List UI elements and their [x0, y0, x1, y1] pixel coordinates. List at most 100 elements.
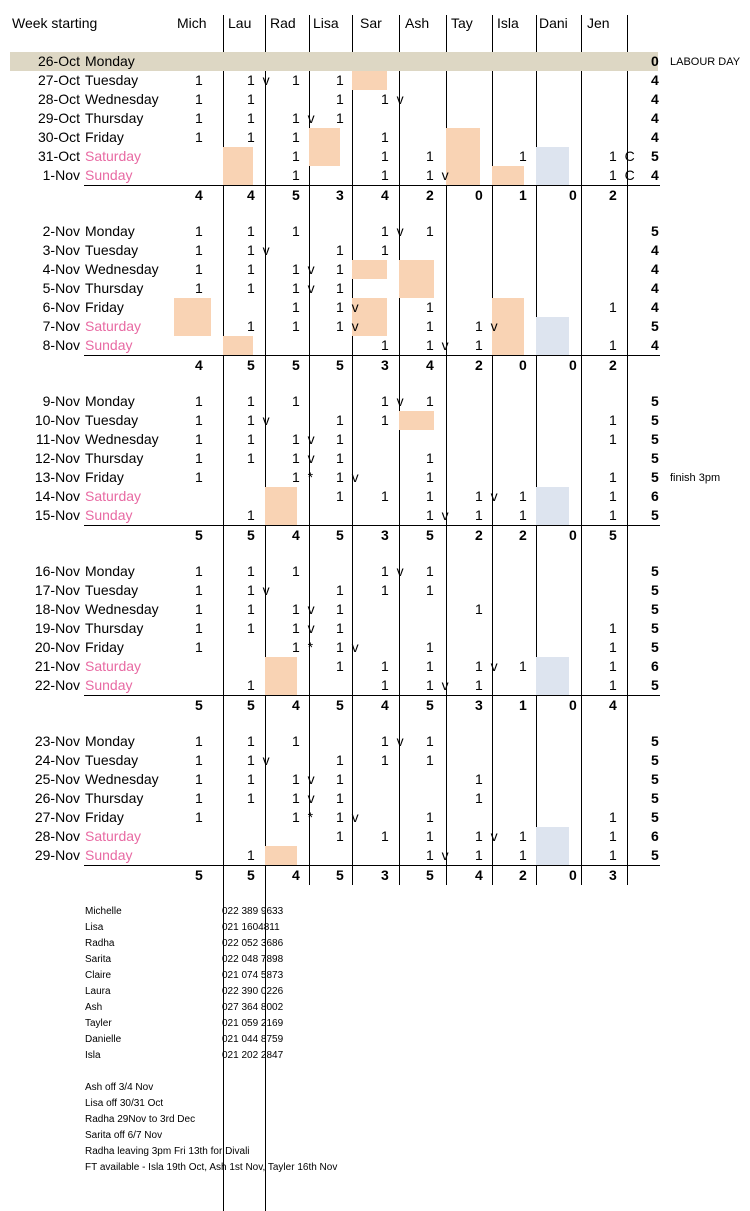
column-divider: [492, 15, 493, 885]
roster-cell: 1: [195, 393, 203, 409]
roster-cell: 1 v: [381, 223, 404, 239]
row-date: 16-Nov: [34, 563, 80, 579]
row-total: 5: [651, 563, 659, 579]
staff-header-tay: Tay: [451, 15, 473, 31]
roster-cell: 1 v: [292, 601, 315, 617]
roster-note: Lisa off 30/31 Oct: [85, 1098, 164, 1109]
roster-cell: 1: [336, 91, 344, 107]
week-total: 2: [475, 357, 483, 373]
contact-name: Danielle: [85, 1034, 122, 1045]
roster-cell: 1: [609, 658, 617, 674]
row-day: Wednesday: [85, 91, 159, 107]
roster-cell: 1: [426, 752, 434, 768]
roster-cell: 1 v: [336, 469, 359, 485]
row-total: 5: [651, 223, 659, 239]
roster-cell: 1: [381, 148, 389, 164]
week-total: 5: [336, 867, 344, 883]
roster-cell: 1: [519, 828, 527, 844]
leave-shade: [265, 657, 297, 695]
roster-cell: 1: [195, 790, 203, 806]
row-total: 5: [651, 412, 659, 428]
roster-cell: 1: [247, 601, 255, 617]
roster-cell: 1: [519, 507, 527, 523]
roster-cell: 1: [292, 167, 300, 183]
row-total: 5: [651, 771, 659, 787]
contact-name: Ash: [85, 1002, 103, 1013]
row-day: Tuesday: [85, 412, 139, 428]
contact-name: Laura: [85, 986, 111, 997]
contact-name: Claire: [85, 970, 112, 981]
roster-cell: 1: [609, 412, 617, 428]
week-total: 5: [426, 527, 434, 543]
week-total: 5: [292, 187, 300, 203]
week-total: 4: [292, 697, 300, 713]
roster-cell: 1: [381, 828, 389, 844]
week-total: 1: [519, 187, 527, 203]
roster-cell: 1: [195, 280, 203, 296]
roster-cell: 1 C: [609, 148, 635, 164]
row-date: 12-Nov: [34, 450, 80, 466]
row-day: Tuesday: [85, 72, 139, 88]
row-day: Monday: [85, 223, 135, 239]
column-divider: [352, 15, 353, 885]
roster-cell: 1: [336, 450, 344, 466]
row-date: 5-Nov: [42, 280, 80, 296]
roster-cell: 1: [292, 72, 300, 88]
roster-cell: 1: [292, 563, 300, 579]
roster-cell: 1: [247, 261, 255, 277]
row-total: 4: [651, 242, 659, 258]
staff-header-ash: Ash: [405, 15, 430, 31]
roster-cell: 1 v: [292, 261, 315, 277]
roster-cell: 1: [381, 752, 389, 768]
row-total: 5: [651, 752, 659, 768]
roster-note: Radha leaving 3pm Fri 13th for Divali: [85, 1146, 250, 1157]
contact-name: Lisa: [85, 922, 104, 933]
row-total: 5: [651, 431, 659, 447]
roster-cell: 1 v: [381, 91, 404, 107]
roster-cell: 1: [609, 677, 617, 693]
contact-name: Michelle: [85, 906, 122, 917]
row-total: 0: [651, 53, 659, 69]
roster-cell: 1: [195, 91, 203, 107]
roster-cell: 1: [609, 488, 617, 504]
leave-shade: [352, 298, 387, 336]
row-day: Thursday: [85, 790, 144, 806]
staff-header-jen: Jen: [587, 15, 610, 31]
row-day: Tuesday: [85, 582, 139, 598]
week-total: 4: [609, 697, 617, 713]
row-total: 6: [651, 658, 659, 674]
roster-cell: 1: [426, 488, 434, 504]
roster-cell: 1 v: [426, 337, 449, 353]
leave-shade: [536, 147, 569, 185]
roster-cell: 1: [195, 469, 203, 485]
row-total: 5: [651, 148, 659, 164]
staff-header-rad: Rad: [270, 15, 296, 31]
row-date: 28-Nov: [34, 828, 80, 844]
week-total: 5: [336, 697, 344, 713]
contact-name: Tayler: [85, 1018, 112, 1029]
roster-cell: 1 v: [292, 620, 315, 636]
roster-cell: 1 v: [381, 563, 404, 579]
contact-phone: 021 074 5873: [222, 970, 284, 981]
roster-cell: 1: [336, 261, 344, 277]
row-day: Monday: [85, 393, 135, 409]
row-total: 4: [651, 337, 659, 353]
contact-phone: 022 390 0226: [222, 986, 284, 997]
row-total: 4: [651, 110, 659, 126]
week-starting-header: Week starting: [12, 15, 98, 31]
week-total: 5: [336, 357, 344, 373]
roster-cell: 1: [247, 733, 255, 749]
roster-cell: 1: [247, 771, 255, 787]
roster-cell: 1: [336, 828, 344, 844]
roster-cell: 1: [336, 658, 344, 674]
roster-cell: 1: [336, 790, 344, 806]
roster-cell: 1 v: [426, 847, 449, 863]
roster-cell: 1: [195, 110, 203, 126]
roster-cell: 1: [609, 639, 617, 655]
leave-shade: [174, 298, 211, 336]
roster-cell: 1 v: [426, 167, 449, 183]
roster-cell: 1 v: [292, 771, 315, 787]
row-date: 26-Nov: [34, 790, 80, 806]
row-total: 5: [651, 601, 659, 617]
roster-cell: 1: [609, 809, 617, 825]
